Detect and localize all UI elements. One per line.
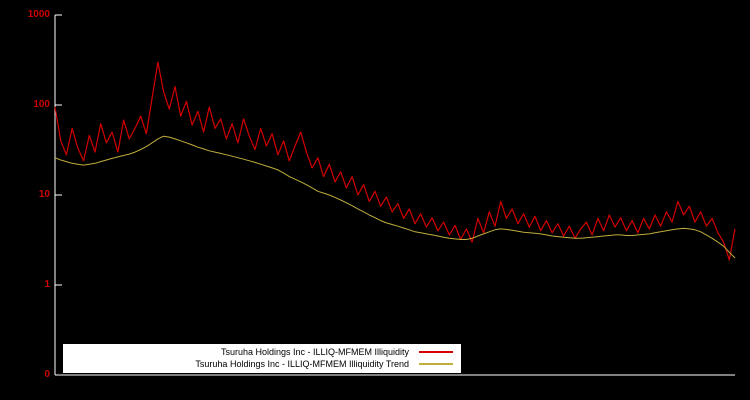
y-tick-label-0: 0	[44, 369, 50, 380]
y-tick-label-1000: 1000	[27, 9, 50, 20]
legend-row-illiquidity: Tsuruha Holdings Inc - ILLIQ-MFMEM Illiq…	[71, 346, 453, 358]
legend-row-trend: Tsuruha Holdings Inc - ILLIQ-MFMEM Illiq…	[71, 358, 453, 370]
y-tick-label-1: 1	[44, 279, 50, 290]
y-tick-label-100: 100	[33, 99, 50, 110]
series-line-trend	[54, 135, 736, 259]
y-tick-label-10: 10	[38, 189, 50, 200]
legend-label-illiquidity: Tsuruha Holdings Inc - ILLIQ-MFMEM Illiq…	[220, 347, 409, 357]
legend-line-sample-illiquidity	[419, 351, 453, 353]
series-line-illiquidity	[54, 61, 736, 261]
series-group	[54, 61, 736, 261]
legend: Tsuruha Holdings Inc - ILLIQ-MFMEM Illiq…	[63, 344, 461, 373]
legend-label-trend: Tsuruha Holdings Inc - ILLIQ-MFMEM Illiq…	[195, 359, 409, 369]
legend-line-sample-trend	[419, 363, 453, 365]
